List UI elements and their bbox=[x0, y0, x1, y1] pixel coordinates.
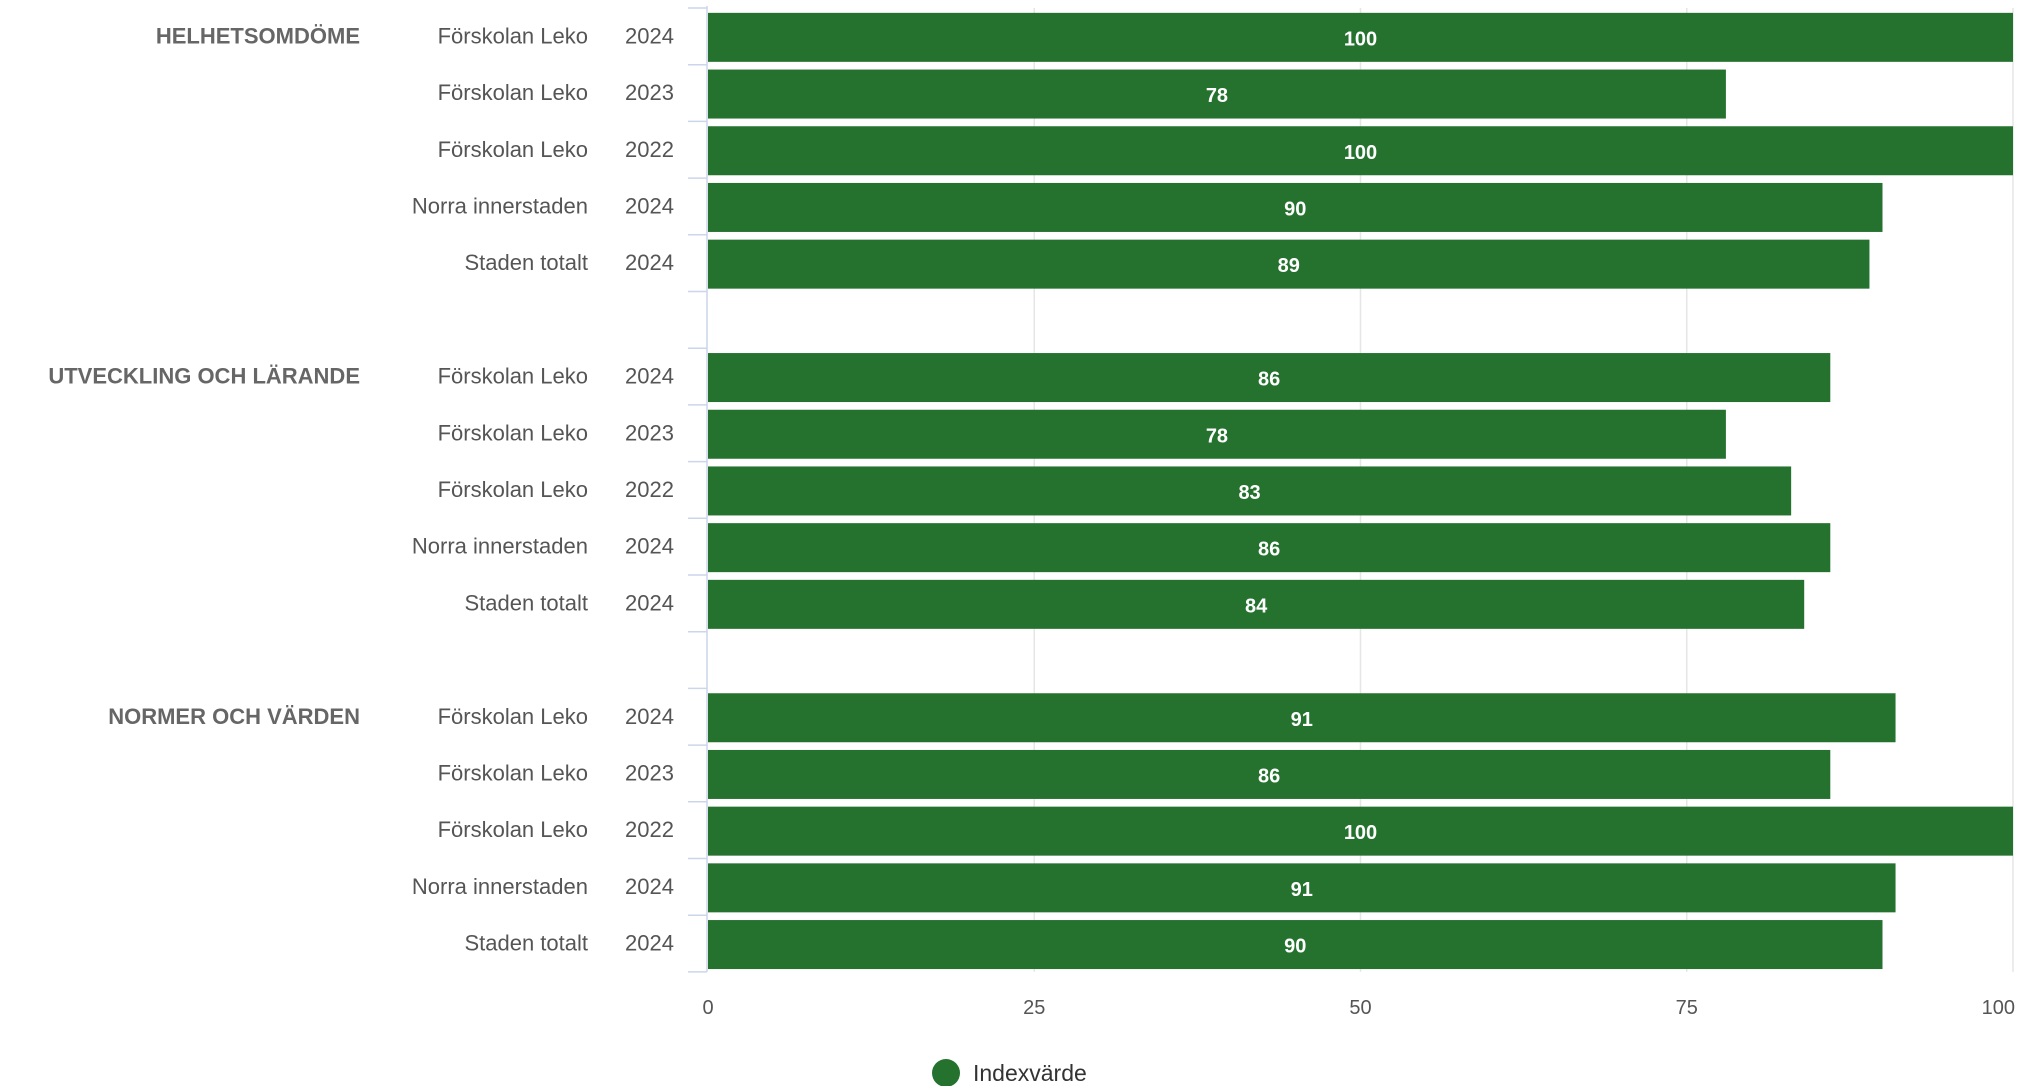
bar[interactable] bbox=[708, 806, 2013, 856]
row-year-label: 2024 bbox=[625, 931, 674, 956]
data-label: 86 bbox=[1258, 539, 1280, 561]
bar[interactable] bbox=[708, 409, 1726, 459]
category-labels: HELHETSOMDÖME UTVECKLING OCH LÄRANDE NORME… bbox=[48, 23, 674, 955]
row-year-label: 2024 bbox=[625, 874, 674, 899]
row-year-label: 2023 bbox=[625, 80, 674, 105]
row-unit-label: Staden totalt bbox=[464, 590, 588, 615]
category-axis bbox=[688, 6, 708, 973]
bar[interactable] bbox=[708, 12, 2013, 62]
bar[interactable] bbox=[708, 239, 1870, 289]
x-tick-label: 0 bbox=[702, 997, 713, 1019]
x-tick-label: 25 bbox=[1023, 997, 1045, 1019]
data-label: 78 bbox=[1206, 425, 1228, 447]
row-unit-label: Förskolan Leko bbox=[438, 817, 588, 842]
row-year-label: 2022 bbox=[625, 817, 674, 842]
data-label: 100 bbox=[1344, 28, 1377, 50]
data-label: 90 bbox=[1284, 198, 1306, 220]
group-label: UTVECKLING OCH LÄRANDE bbox=[48, 364, 360, 389]
row-year-label: 2024 bbox=[625, 23, 674, 48]
data-label: 86 bbox=[1258, 369, 1280, 391]
row-year-label: 2023 bbox=[625, 760, 674, 785]
row-year-label: 2024 bbox=[625, 250, 674, 275]
row-year-label: 2024 bbox=[625, 534, 674, 559]
row-unit-label: Förskolan Leko bbox=[438, 23, 588, 48]
data-label: 78 bbox=[1206, 85, 1228, 107]
x-tick-label: 100 bbox=[1982, 997, 2015, 1019]
group-label: NORMER OCH VÄRDEN bbox=[108, 704, 360, 729]
row-year-label: 2024 bbox=[625, 193, 674, 218]
row-unit-label: Förskolan Leko bbox=[438, 477, 588, 502]
row-unit-label: Förskolan Leko bbox=[438, 760, 588, 785]
row-unit-label: Staden totalt bbox=[464, 931, 588, 956]
row-unit-label: Norra innerstaden bbox=[412, 534, 588, 559]
data-label: 91 bbox=[1291, 709, 1313, 731]
bar[interactable] bbox=[708, 920, 1883, 970]
data-label: 91 bbox=[1291, 879, 1313, 901]
bar[interactable] bbox=[708, 579, 1805, 629]
bar[interactable] bbox=[708, 182, 1883, 232]
row-unit-label: Förskolan Leko bbox=[438, 704, 588, 729]
row-unit-label: Staden totalt bbox=[464, 250, 588, 275]
row-unit-label: Förskolan Leko bbox=[438, 137, 588, 162]
row-unit-label: Norra innerstaden bbox=[412, 874, 588, 899]
bar[interactable] bbox=[708, 749, 1831, 799]
data-label: 89 bbox=[1278, 255, 1300, 277]
row-year-label: 2023 bbox=[625, 420, 674, 445]
bar[interactable] bbox=[708, 523, 1831, 573]
bars: 100 78 100 90 89 86 78 83 86 84 91 86 100 91 90 bbox=[708, 12, 2013, 970]
data-label: 83 bbox=[1238, 482, 1260, 504]
row-unit-label: Förskolan Leko bbox=[438, 80, 588, 105]
legend-marker-icon bbox=[932, 1059, 960, 1086]
row-unit-label: Förskolan Leko bbox=[438, 364, 588, 389]
row-year-label: 2022 bbox=[625, 477, 674, 502]
bar[interactable] bbox=[708, 69, 1726, 119]
bar[interactable] bbox=[708, 693, 1896, 743]
data-label: 100 bbox=[1344, 142, 1377, 164]
data-label: 84 bbox=[1245, 595, 1268, 617]
row-year-label: 2024 bbox=[625, 704, 674, 729]
data-label: 100 bbox=[1344, 822, 1377, 844]
row-year-label: 2024 bbox=[625, 364, 674, 389]
data-label: 86 bbox=[1258, 765, 1280, 787]
bar[interactable] bbox=[708, 353, 1831, 403]
bar[interactable] bbox=[708, 126, 2013, 176]
group-label: HELHETSOMDÖME bbox=[156, 23, 360, 48]
x-tick-label: 75 bbox=[1676, 997, 1698, 1019]
legend-label[interactable]: Indexvärde bbox=[973, 1060, 1087, 1086]
row-unit-label: Förskolan Leko bbox=[438, 420, 588, 445]
row-year-label: 2024 bbox=[625, 590, 674, 615]
x-tick-label: 50 bbox=[1349, 997, 1371, 1019]
x-axis-ticks: 0 25 50 75 100 bbox=[702, 997, 2015, 1019]
row-year-label: 2022 bbox=[625, 137, 674, 162]
data-label: 90 bbox=[1284, 936, 1306, 958]
row-unit-label: Norra innerstaden bbox=[412, 193, 588, 218]
bar[interactable] bbox=[708, 466, 1792, 516]
bar[interactable] bbox=[708, 863, 1896, 913]
legend[interactable]: Indexvärde bbox=[932, 1059, 1087, 1086]
